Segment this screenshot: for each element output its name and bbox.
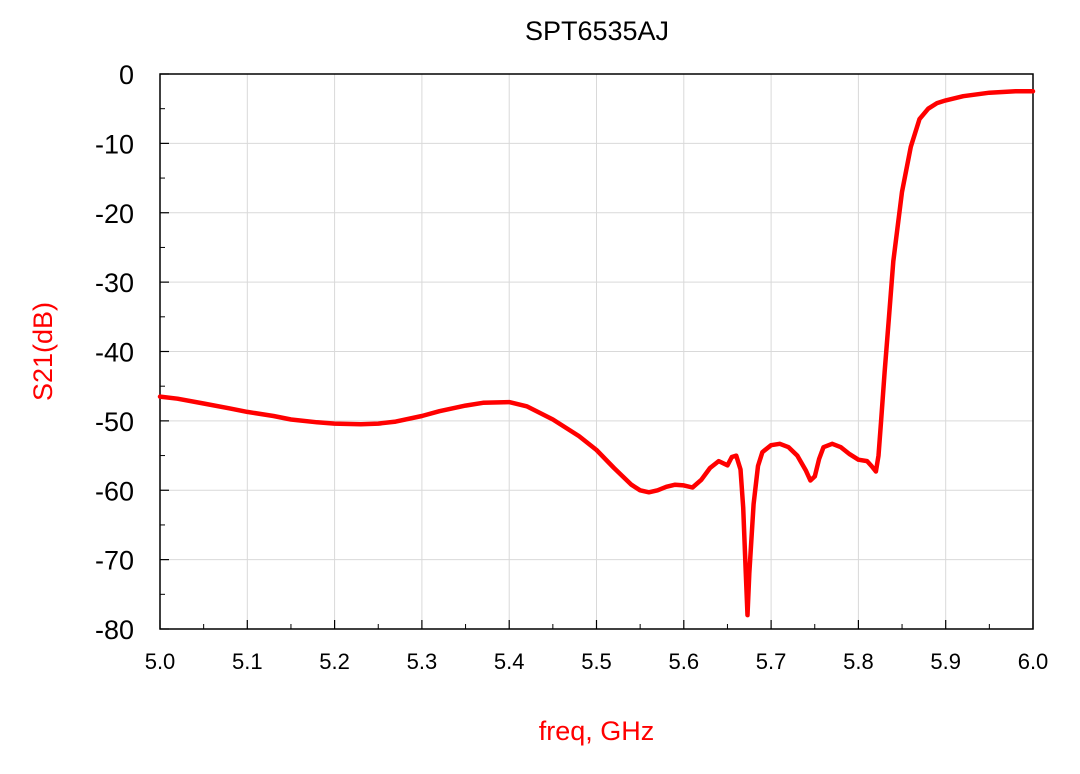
y-tick-label: -30 [95,268,134,298]
x-tick-label: 5.8 [843,649,874,674]
grid-lines [160,74,1033,629]
x-tick-label: 5.0 [145,649,176,674]
plot-frame [159,73,1034,630]
y-tick-label: -10 [95,129,134,159]
s21-series-line [157,89,1036,618]
y-tick-label: 0 [119,60,134,90]
y-tick-labels: 0 -10 -20 -30 -40 -50 -60 -70 -80 [95,60,134,645]
x-tick-labels: 5.0 5.1 5.2 5.3 5.4 5.5 5.6 5.7 5.8 5.9 6.0 [145,649,1049,674]
x-tick-label: 5.9 [930,649,961,674]
x-tick-label: 5.3 [407,649,438,674]
x-tick-label: 5.1 [232,649,263,674]
y-tick-label: -60 [95,476,134,506]
x-tick-label: 5.7 [756,649,787,674]
y-tick-label: -50 [95,407,134,437]
y-tick-label: -40 [95,338,134,368]
chart-title: SPT6535AJ [525,16,669,46]
x-tick-label: 5.4 [494,649,525,674]
x-tick-label: 5.6 [669,649,700,674]
y-tick-label: -70 [95,546,134,576]
y-tick-label: -80 [95,615,134,645]
x-tick-label: 6.0 [1018,649,1049,674]
y-axis-title: S21(dB) [28,302,58,401]
y-tick-label: -20 [95,199,134,229]
x-tick-label: 5.5 [581,649,612,674]
x-tick-label: 5.2 [319,649,350,674]
x-axis-title: freq, GHz [539,716,655,746]
